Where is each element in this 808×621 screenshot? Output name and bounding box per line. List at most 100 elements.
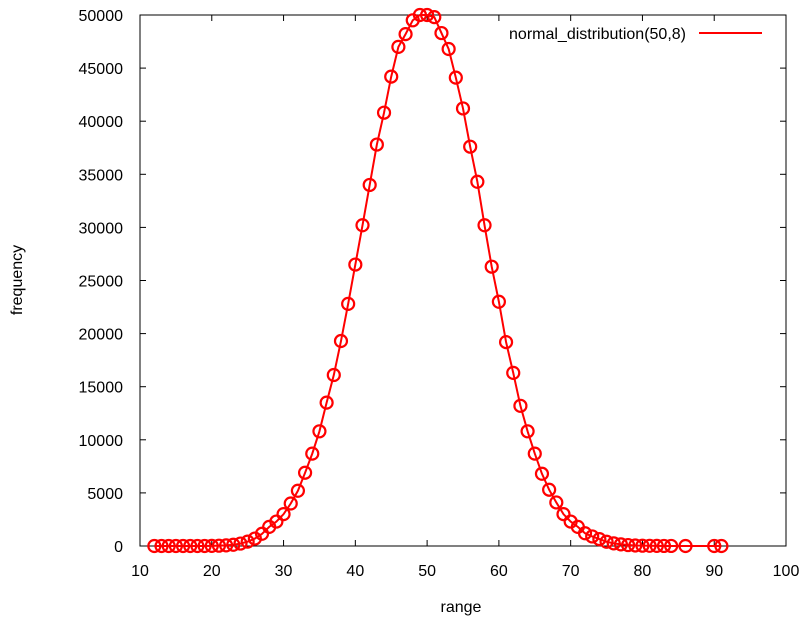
- x-tick-label: 40: [346, 563, 364, 580]
- data-point: [577, 526, 593, 541]
- data-point: [175, 538, 191, 554]
- x-tick-label: 30: [275, 563, 293, 580]
- data-point: [391, 39, 406, 54]
- data-point: [427, 10, 442, 25]
- x-tick-label: 80: [634, 563, 652, 580]
- data-point: [283, 496, 298, 511]
- data-point: [219, 538, 234, 553]
- data-point: [161, 538, 176, 554]
- data-point: [211, 538, 227, 553]
- data-point: [326, 367, 341, 383]
- y-tick-label: 20000: [79, 327, 124, 344]
- data-point: [147, 538, 162, 554]
- data-point: [412, 7, 428, 23]
- data-point: [290, 483, 306, 498]
- x-axis-label: range: [441, 599, 482, 616]
- data-point: [312, 424, 327, 439]
- x-tick-label: 90: [705, 563, 723, 580]
- y-tick-label: 40000: [79, 114, 124, 131]
- data-point: [420, 7, 435, 23]
- x-tick-label: 100: [773, 563, 800, 580]
- y-tick-label: 0: [114, 539, 123, 556]
- data-point: [556, 507, 571, 522]
- data-point: [506, 365, 521, 380]
- data-point: [226, 537, 241, 552]
- data-point: [520, 424, 535, 439]
- x-tick-label: 60: [490, 563, 508, 580]
- data-point: [549, 495, 564, 510]
- data-point: [613, 537, 629, 552]
- data-point: [190, 538, 205, 554]
- legend-label: normal_distribution(50,8): [509, 26, 686, 43]
- data-point: [491, 294, 506, 309]
- data-point: [714, 538, 729, 554]
- plot-frame: [139, 14, 787, 547]
- data-point: [513, 398, 528, 413]
- data-point: [376, 105, 392, 120]
- y-tick-label: 15000: [79, 380, 124, 397]
- data-point: [628, 538, 643, 553]
- data-point: [441, 41, 456, 57]
- x-tick-label: 70: [562, 563, 580, 580]
- data-point: [183, 538, 198, 554]
- data-point: [585, 529, 600, 544]
- x-tick-label: 20: [203, 563, 221, 580]
- data-point: [168, 538, 183, 554]
- legend: normal_distribution(50,8): [509, 26, 762, 43]
- y-tick-label: 30000: [79, 220, 124, 237]
- y-tick-label: 50000: [79, 8, 124, 25]
- data-point: [448, 70, 463, 85]
- data-point: [341, 296, 356, 311]
- data-point: [498, 334, 514, 350]
- data-point: [707, 538, 722, 554]
- data-point: [455, 101, 471, 116]
- data-point: [606, 536, 621, 551]
- x-axis-ticks: 10 20 30 40 50 60 70 80 90 100: [131, 15, 799, 580]
- data-point: [477, 218, 492, 233]
- y-tick-label: 5000: [87, 486, 123, 503]
- data-point: [197, 538, 212, 554]
- data-point: [269, 514, 284, 529]
- data-point: [355, 218, 370, 233]
- series-line: [154, 14, 722, 547]
- data-point: [664, 538, 679, 554]
- data-point: [384, 69, 399, 84]
- data-point: [434, 25, 449, 41]
- data-point: [297, 465, 313, 480]
- data-point: [398, 27, 413, 42]
- data-point: [484, 259, 499, 274]
- data-point: [470, 174, 485, 189]
- x-tick-label: 50: [418, 563, 436, 580]
- data-point: [542, 482, 557, 497]
- y-tick-label: 45000: [79, 61, 124, 78]
- data-point: [333, 333, 349, 349]
- data-point: [276, 507, 291, 522]
- data-point: [348, 257, 363, 272]
- data-point: [319, 395, 334, 410]
- data-point: [534, 466, 550, 481]
- y-axis-ticks: 0 5000 10000 15000 20000 25000 30000 35000 40000…: [79, 8, 786, 556]
- data-point: [592, 531, 607, 547]
- y-tick-label: 10000: [79, 433, 124, 450]
- data-point: [635, 538, 650, 553]
- x-tick-label: 10: [131, 563, 149, 580]
- data-point: [678, 538, 693, 554]
- data-point: [463, 139, 478, 154]
- data-point: [649, 538, 664, 553]
- y-tick-label: 35000: [79, 167, 124, 184]
- series-layer: [147, 7, 729, 554]
- data-point: [233, 536, 248, 551]
- data-point: [656, 538, 672, 554]
- data-point: [305, 446, 320, 461]
- data-point: [599, 534, 614, 549]
- data-point: [362, 177, 377, 193]
- data-point: [154, 538, 169, 554]
- data-point: [527, 446, 542, 461]
- data-point: [620, 537, 636, 553]
- data-point: [204, 538, 219, 553]
- data-point: [642, 538, 657, 553]
- y-axis-label: frequency: [9, 245, 26, 315]
- data-point: [369, 137, 384, 152]
- data-point: [240, 534, 255, 549]
